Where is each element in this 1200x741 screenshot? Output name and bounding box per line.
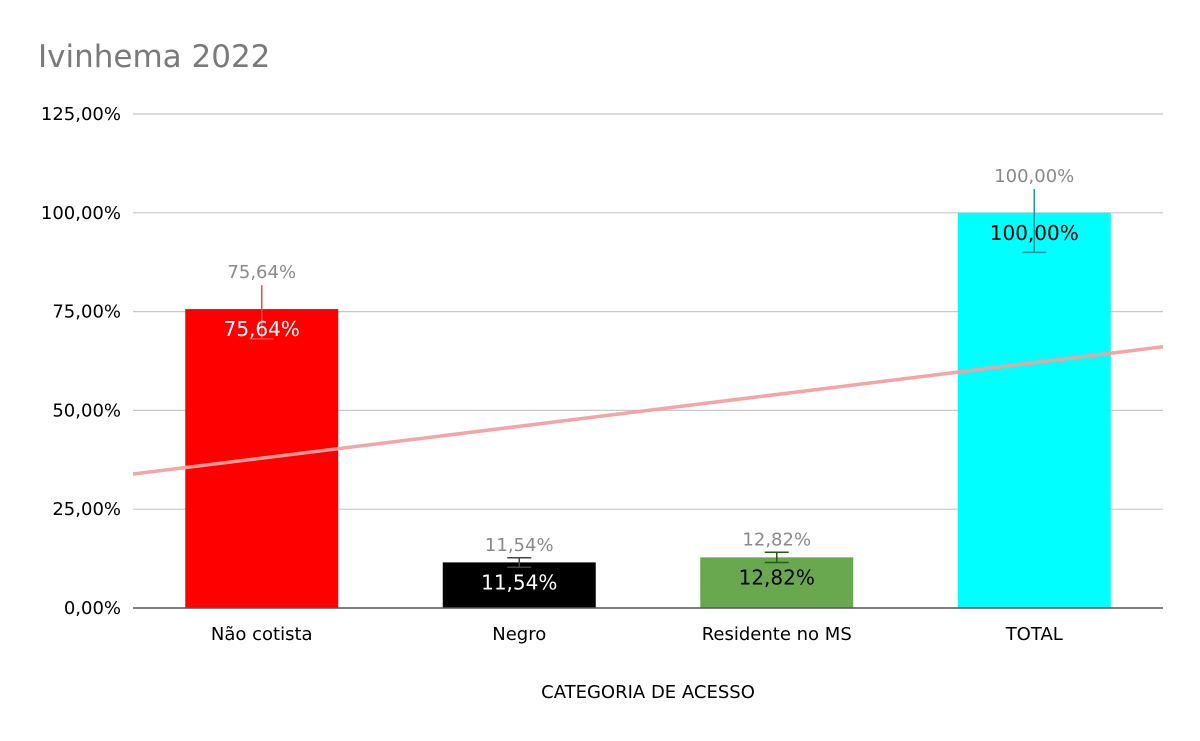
data-label-outer: 11,54% xyxy=(485,535,554,556)
chart-title: Ivinhema 2022 xyxy=(38,39,270,75)
data-label-inner: 12,82% xyxy=(739,565,815,589)
y-tick-label: 100,00% xyxy=(41,203,121,224)
data-label-outer: 12,82% xyxy=(742,529,811,550)
data-label-inner: 100,00% xyxy=(990,221,1079,245)
y-tick-label: 0,00% xyxy=(64,598,121,619)
bar xyxy=(957,212,1111,609)
bar xyxy=(700,557,854,608)
x-category-label: Residente no MS xyxy=(702,624,852,645)
bars xyxy=(185,212,1111,609)
y-tick-label: 50,00% xyxy=(52,400,121,421)
y-axis-ticks: 0,00% 25,00% 50,00% 75,00% 100,00% 125,00% xyxy=(41,104,121,619)
bar xyxy=(442,562,596,608)
x-axis-categories: Não cotista Negro Residente no MS TOTAL xyxy=(211,624,1063,645)
x-axis-title: CATEGORIA DE ACESSO xyxy=(541,682,755,703)
data-label-outer: 75,64% xyxy=(227,262,296,283)
y-tick-label: 125,00% xyxy=(41,104,121,125)
data-label-inner: 11,54% xyxy=(481,570,557,594)
y-tick-label: 75,00% xyxy=(52,302,121,323)
data-label-outer: 100,00% xyxy=(994,166,1074,187)
data-label-inner: 75,64% xyxy=(224,317,300,341)
x-category-label: TOTAL xyxy=(1005,624,1063,645)
trendline xyxy=(132,345,1164,476)
x-category-label: Negro xyxy=(492,624,546,645)
trendline-group xyxy=(132,345,1164,476)
error-bars xyxy=(249,189,1047,569)
y-tick-label: 25,00% xyxy=(52,499,121,520)
data-labels: 75,64% 75,64% 11,54% 11,54% 12,82% 12,82% 100,… xyxy=(224,166,1079,594)
x-category-label: Não cotista xyxy=(211,624,313,645)
